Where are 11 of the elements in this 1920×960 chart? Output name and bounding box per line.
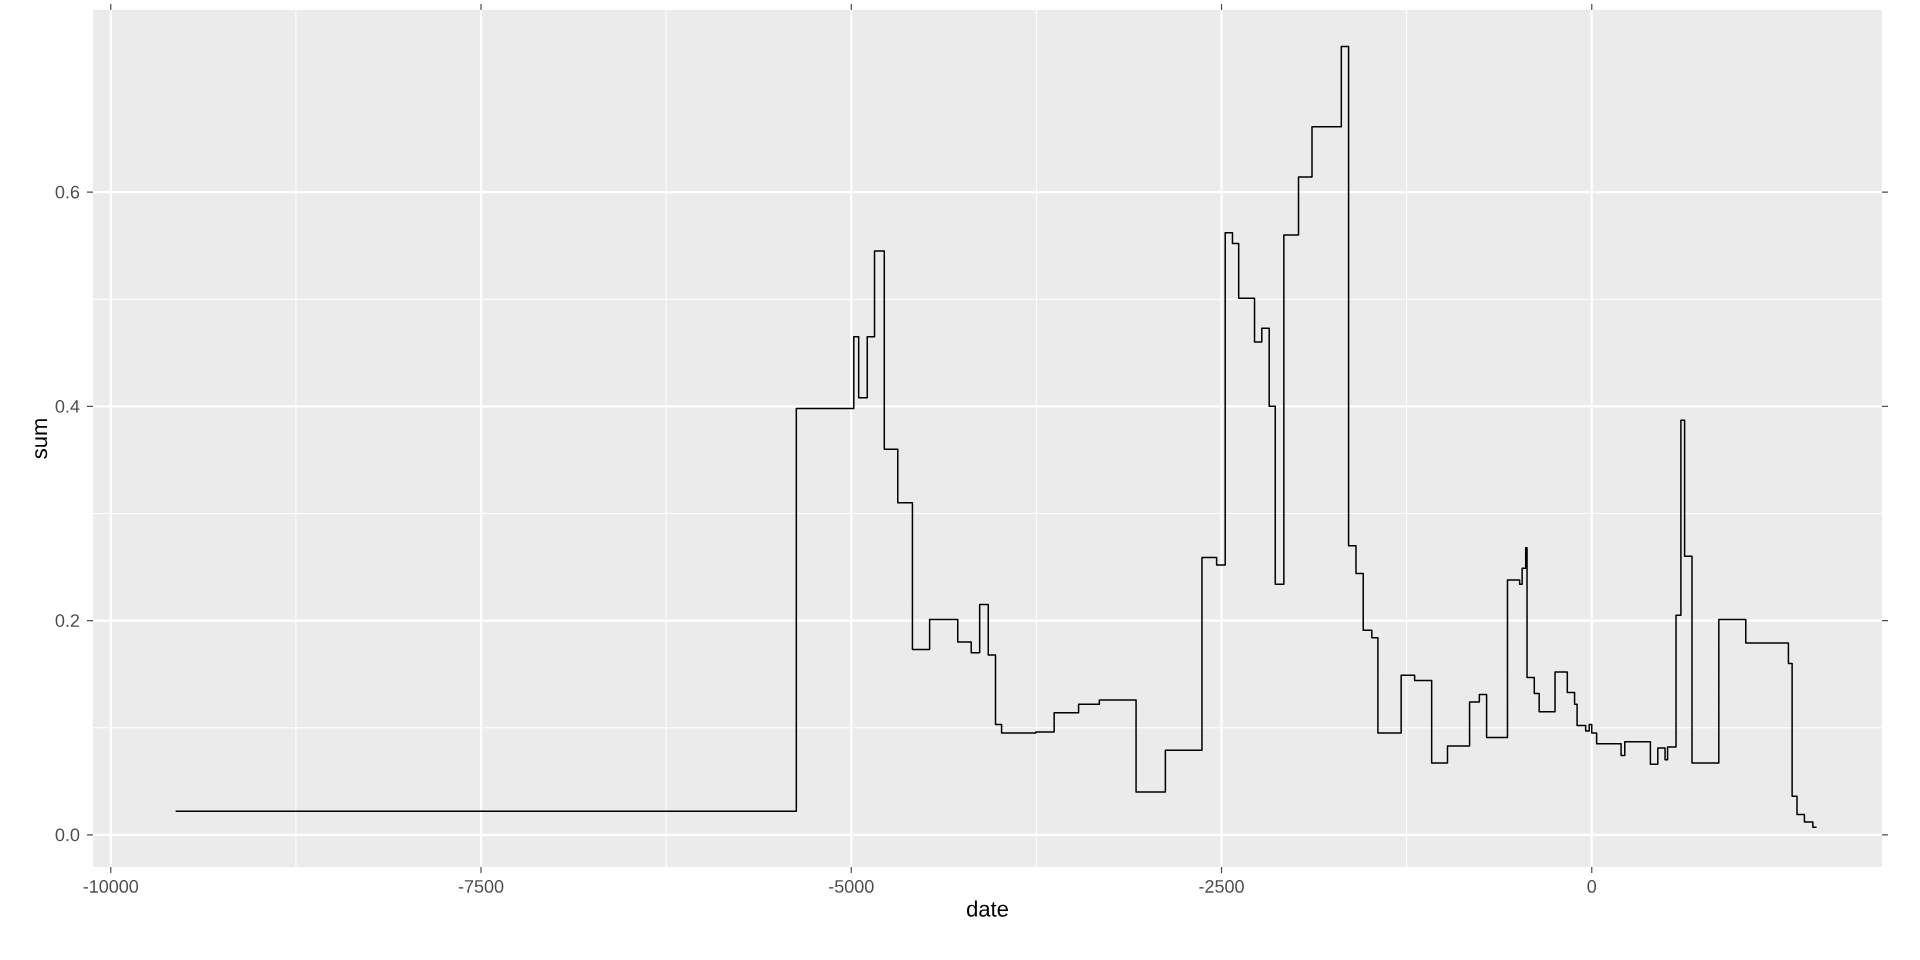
y-axis-title: sum [35, 419, 48, 459]
x-tick-label: 0 [1587, 880, 1597, 893]
x-axis-title: date [967, 900, 1008, 917]
x-tick-label: -5000 [829, 880, 874, 893]
y-tick-label: 0.0 [55, 828, 80, 842]
y-tick-label: 0.2 [55, 614, 80, 627]
x-tick-label: -7500 [458, 880, 504, 893]
y-tick-label: 0.4 [55, 399, 80, 413]
x-tick-label: -2500 [1199, 880, 1244, 893]
y-tick-label: 0.6 [55, 185, 80, 199]
x-tick-label: -10000 [83, 880, 139, 893]
